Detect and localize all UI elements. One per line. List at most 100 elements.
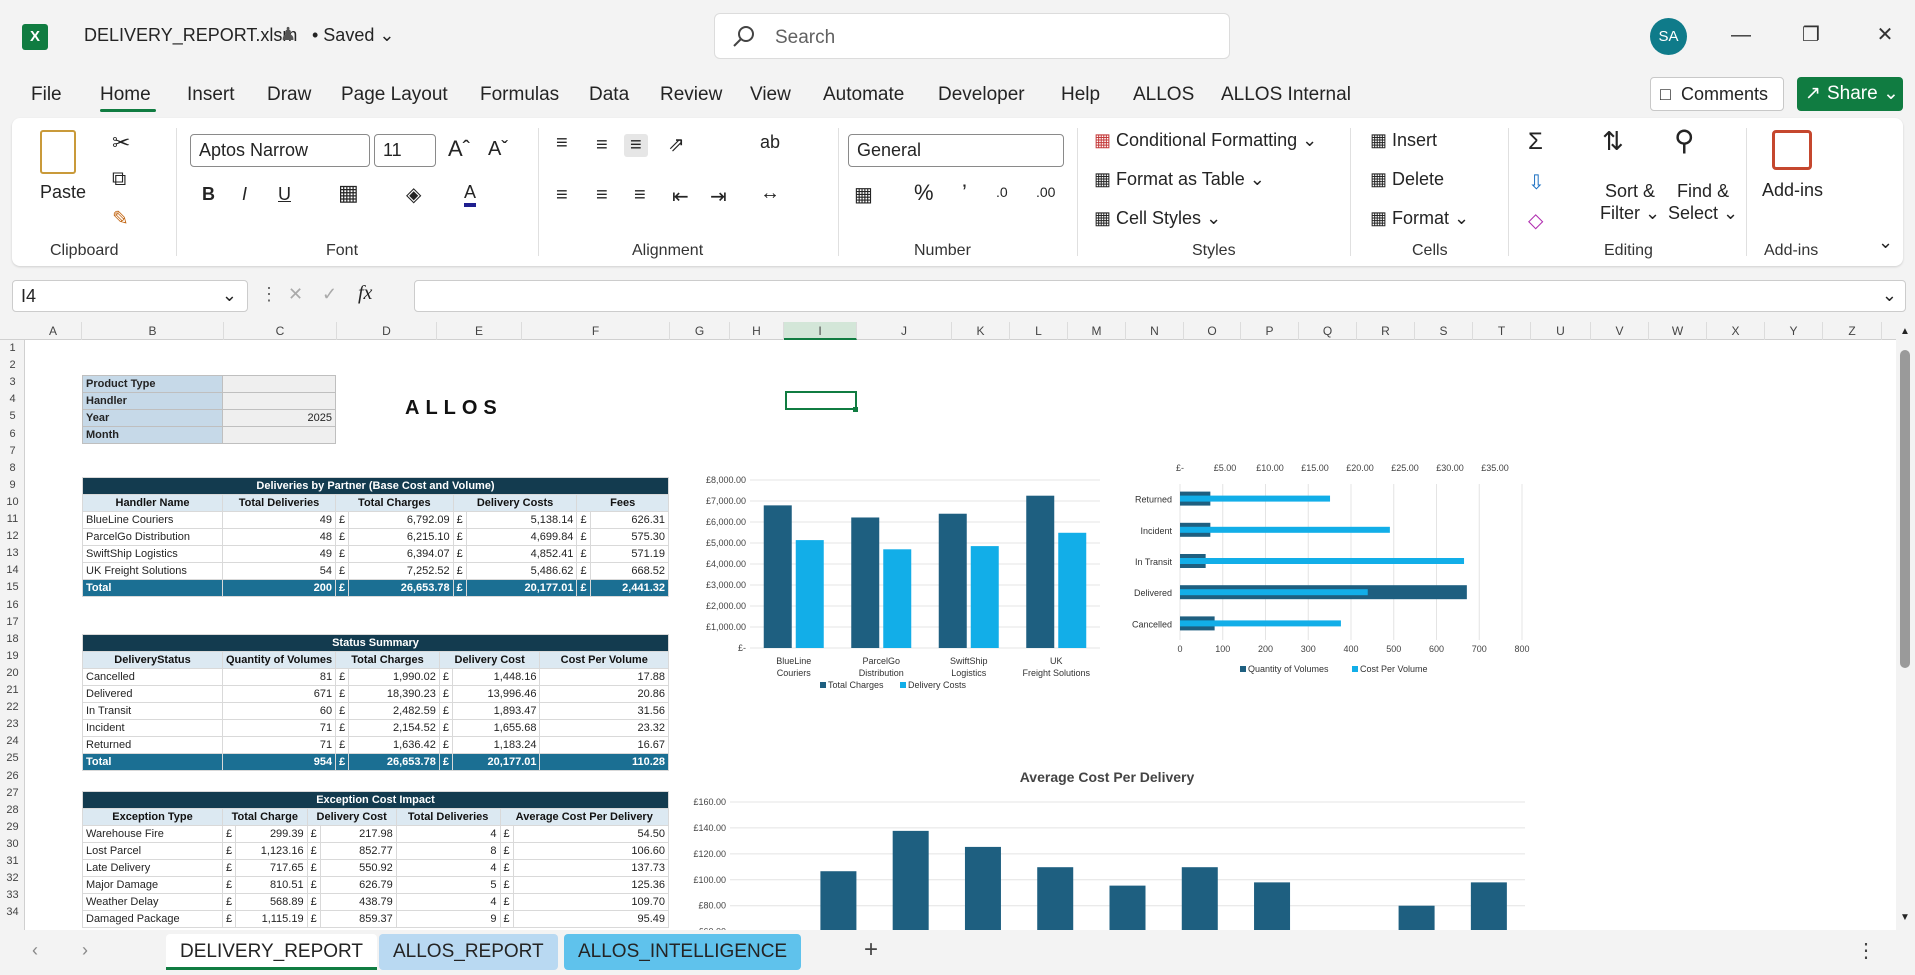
sort-filter-button[interactable]: Sort & Filter ⌄ xyxy=(1600,181,1661,223)
table-cell[interactable]: 17.88 xyxy=(539,668,669,686)
table-cell[interactable]: 668.52 xyxy=(589,562,670,580)
name-box[interactable]: I4 ⌄ xyxy=(12,280,248,312)
filter-value-handler[interactable] xyxy=(222,392,336,410)
increase-decimal-icon[interactable]: .0 xyxy=(996,184,1008,200)
row-header[interactable]: 3 xyxy=(9,376,16,389)
table-cell[interactable]: 4 xyxy=(395,825,501,843)
table-cell[interactable]: 2,482.59 xyxy=(348,702,440,720)
table-cell[interactable]: 1,183.24 xyxy=(451,736,541,754)
search-input[interactable]: Search xyxy=(714,13,1230,59)
enter-icon[interactable]: ✓ xyxy=(322,284,338,304)
comma-icon[interactable]: ’ xyxy=(962,180,967,205)
merge-center-icon[interactable]: ↔ xyxy=(760,182,780,204)
minimize-icon[interactable]: — xyxy=(1731,24,1751,46)
table-cell[interactable]: 95.49 xyxy=(512,910,670,928)
prev-sheet-icon[interactable]: ‹ xyxy=(32,940,38,960)
row-header[interactable]: 16 xyxy=(6,598,19,611)
column-header[interactable]: T xyxy=(1473,322,1531,340)
table-cell[interactable]: 60 xyxy=(221,702,337,720)
row-header[interactable]: 21 xyxy=(6,684,19,696)
tab-page-layout[interactable]: Page Layout xyxy=(341,84,448,105)
table-cell[interactable]: 6,792.09 xyxy=(348,511,454,529)
table-cell[interactable]: 626.31 xyxy=(589,511,670,529)
table-cell[interactable]: 6,394.07 xyxy=(348,545,454,563)
format-cells-button[interactable]: ▦ Format ⌄ xyxy=(1370,208,1470,228)
table-cell[interactable]: 54 xyxy=(222,562,336,580)
borders-icon[interactable]: ▦ xyxy=(338,180,359,205)
row-header[interactable]: 23 xyxy=(6,718,19,731)
column-header[interactable]: W xyxy=(1649,322,1707,340)
column-header[interactable]: Z xyxy=(1823,322,1882,340)
table-cell[interactable]: 626.79 xyxy=(319,876,397,894)
tab-developer[interactable]: Developer xyxy=(938,84,1025,105)
table-cell[interactable]: 48 xyxy=(222,528,336,546)
row-header[interactable]: 17 xyxy=(6,615,19,628)
status-bar-chart[interactable]: £- £5.00 £10.00 £15.00 £20.00 £25.00 £30.00 £35… xyxy=(1115,462,1545,702)
column-header[interactable]: G xyxy=(670,322,730,340)
insert-function-icon[interactable]: fx xyxy=(358,282,373,304)
paste-button[interactable]: Paste xyxy=(40,182,87,202)
percent-icon[interactable]: % xyxy=(914,180,934,205)
column-header[interactable]: V xyxy=(1591,322,1649,340)
decrease-font-icon[interactable]: Aˇ xyxy=(488,138,508,160)
partners-bar-chart[interactable]: £- £1,000.00 £2,000.00 £3,000.00 £4,000.00 £5… xyxy=(680,472,1110,712)
table-cell[interactable]: Delivered xyxy=(82,685,223,703)
table-cell[interactable]: 1,123.16 xyxy=(235,842,308,860)
autosum-icon[interactable]: Σ xyxy=(1528,128,1543,155)
table-cell[interactable]: 1,990.02 xyxy=(348,668,440,686)
tab-view[interactable]: View xyxy=(750,84,791,105)
row-header[interactable]: 10 xyxy=(6,495,19,508)
formula-input[interactable]: ⌄ xyxy=(414,280,1906,312)
more-options-icon[interactable]: ⋮ xyxy=(1856,940,1876,962)
table-cell[interactable]: UK Freight Solutions xyxy=(82,562,223,580)
add-ins-button[interactable]: Add-ins xyxy=(1762,180,1824,200)
row-header[interactable]: 30 xyxy=(6,837,19,850)
sheet-tab-allos-intelligence[interactable]: ALLOS_INTELLIGENCE xyxy=(564,934,802,970)
table-cell[interactable]: Damaged Package xyxy=(82,910,223,928)
table-cell[interactable]: Warehouse Fire xyxy=(82,825,223,843)
row-header[interactable]: 19 xyxy=(6,649,19,662)
table-cell[interactable]: 137.73 xyxy=(512,859,670,877)
increase-indent-icon[interactable]: ⇥ xyxy=(710,186,727,208)
column-header[interactable]: S xyxy=(1415,322,1473,340)
row-header[interactable]: 5 xyxy=(9,410,16,423)
column-header[interactable]: B xyxy=(82,322,224,340)
comments-button[interactable]: □ Comments xyxy=(1650,77,1784,111)
table-cell[interactable]: 7,252.52 xyxy=(348,562,454,580)
align-top-icon[interactable]: ≡ xyxy=(556,132,568,154)
table-cell[interactable]: 5,138.14 xyxy=(465,511,578,529)
column-header[interactable]: C xyxy=(224,322,337,340)
column-header[interactable]: X xyxy=(1707,322,1765,340)
row-header[interactable]: 18 xyxy=(6,632,19,645)
filter-value-month[interactable] xyxy=(222,426,336,444)
table-cell[interactable]: 1,115.19 xyxy=(235,910,308,928)
sort-filter-icon[interactable]: ⇅ xyxy=(1602,126,1624,156)
row-header[interactable]: 4 xyxy=(9,393,16,406)
italic-icon[interactable]: I xyxy=(242,184,248,204)
table-cell[interactable]: Lost Parcel xyxy=(82,842,223,860)
format-painter-icon[interactable]: ✎ xyxy=(112,208,129,230)
fill-color-icon[interactable]: ◈ xyxy=(406,184,422,206)
tab-insert[interactable]: Insert xyxy=(187,84,235,105)
row-header[interactable]: 25 xyxy=(6,752,19,765)
table-cell[interactable]: 4 xyxy=(395,859,501,877)
row-header[interactable]: 1 xyxy=(9,342,16,354)
add-ins-icon[interactable] xyxy=(1772,130,1812,170)
column-header[interactable]: O xyxy=(1184,322,1241,340)
table-cell[interactable]: 106.60 xyxy=(512,842,670,860)
align-left-icon[interactable]: ≡ xyxy=(556,184,568,206)
table-cell[interactable]: 71 xyxy=(221,736,337,754)
table-cell[interactable]: 16.67 xyxy=(539,736,669,754)
increase-font-icon[interactable]: Aˆ xyxy=(448,136,470,161)
table-cell[interactable]: 575.30 xyxy=(589,528,670,546)
table-cell[interactable]: 5 xyxy=(395,876,501,894)
table-cell[interactable]: 31.56 xyxy=(539,702,669,720)
font-name-select[interactable]: Aptos Narrow xyxy=(190,134,370,167)
share-button[interactable]: ↗ Share ⌄ xyxy=(1797,77,1903,111)
tab-file[interactable]: File xyxy=(31,84,62,105)
accounting-icon[interactable]: ▦ xyxy=(854,184,873,206)
table-cell[interactable]: 852.77 xyxy=(319,842,397,860)
table-cell[interactable]: 568.89 xyxy=(235,893,308,911)
row-header[interactable]: 7 xyxy=(9,444,16,457)
